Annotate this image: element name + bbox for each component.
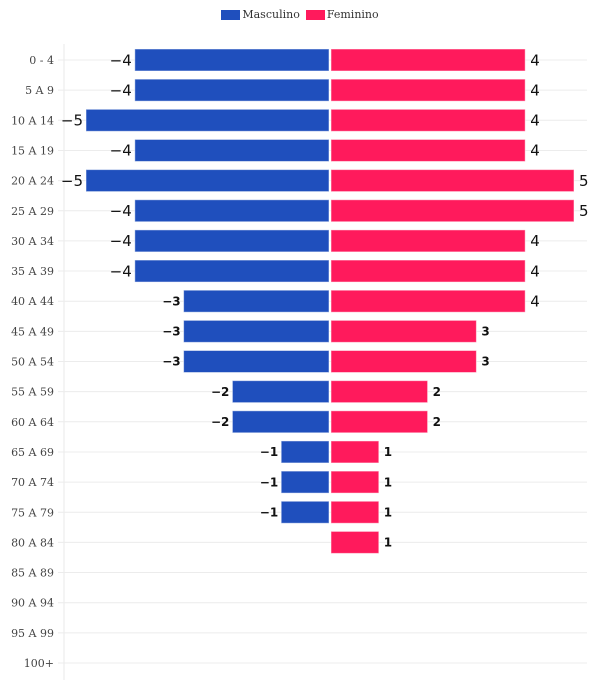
y-tick-label: 75 A 79 (11, 506, 54, 519)
data-label-feminino: 4 (530, 262, 540, 280)
bar-feminino (330, 380, 429, 404)
y-tick-label: 95 A 99 (11, 627, 54, 640)
data-label-feminino: 5 (579, 172, 589, 190)
y-tick-label: 45 A 49 (11, 325, 54, 338)
bar-feminino (330, 199, 575, 223)
bar-masculino (183, 319, 330, 343)
bar-masculino (134, 138, 330, 162)
y-tick-label: 85 A 89 (11, 567, 54, 580)
bar-feminino (330, 319, 477, 343)
y-tick-label: 15 A 19 (11, 144, 54, 157)
data-label-masculino: −3 (162, 325, 180, 339)
legend-item-masculino[interactable]: Masculino (221, 8, 300, 21)
y-tick-label: 65 A 69 (11, 446, 54, 459)
bar-feminino (330, 138, 526, 162)
bar-masculino (231, 380, 330, 404)
bar-feminino (330, 350, 477, 373)
bar-feminino (330, 229, 526, 253)
data-label-feminino: 2 (433, 415, 441, 429)
y-tick-label: 20 A 24 (11, 175, 54, 188)
data-label-feminino: 4 (530, 142, 540, 160)
bar-masculino (134, 199, 330, 223)
data-label-feminino: 3 (481, 355, 489, 369)
data-label-feminino: 4 (530, 51, 540, 69)
y-tick-label: 5 A 9 (25, 84, 54, 97)
data-label-masculino: −4 (110, 262, 132, 280)
y-tick-label: 30 A 34 (11, 235, 54, 248)
data-label-masculino: −4 (110, 81, 132, 99)
bar-masculino (134, 259, 330, 283)
bar-feminino (330, 78, 526, 102)
data-label-feminino: 1 (384, 445, 392, 459)
data-label-masculino: −4 (110, 202, 132, 220)
data-label-feminino: 5 (579, 202, 589, 220)
y-tick-label: 50 A 54 (11, 356, 54, 369)
bar-feminino (330, 48, 526, 72)
bar-masculino (134, 48, 330, 72)
data-label-feminino: 4 (530, 81, 540, 99)
y-tick-label: 40 A 44 (11, 295, 54, 308)
bar-feminino (330, 440, 380, 464)
bar-feminino (330, 108, 526, 132)
data-label-masculino: −1 (260, 505, 278, 519)
data-label-masculino: −3 (162, 355, 180, 369)
data-label-feminino: 2 (433, 385, 441, 399)
legend-label: Feminino (326, 8, 379, 21)
data-label-masculino: −2 (211, 415, 229, 429)
data-label-masculino: −3 (162, 294, 180, 308)
bar-masculino (134, 229, 330, 253)
legend-item-feminino[interactable]: Feminino (305, 8, 379, 21)
bar-masculino (183, 350, 330, 373)
bar-masculino (280, 500, 330, 524)
y-tick-label: 55 A 59 (11, 386, 54, 399)
bar-feminino (330, 530, 380, 554)
y-tick-label: 70 A 74 (11, 476, 54, 489)
y-tick-label: 25 A 29 (11, 205, 54, 218)
data-label-masculino: −4 (110, 142, 132, 160)
bar-masculino (85, 108, 330, 132)
legend-swatch (305, 9, 325, 20)
data-label-feminino: 4 (530, 232, 540, 250)
data-label-feminino: 4 (530, 112, 540, 130)
data-label-masculino: −1 (260, 475, 278, 489)
bar-feminino (330, 500, 380, 524)
legend-swatch (221, 9, 241, 20)
bar-masculino (280, 440, 330, 464)
bar-masculino (183, 289, 330, 313)
y-tick-label: 100+ (24, 657, 54, 670)
data-label-feminino: 1 (384, 505, 392, 519)
data-label-feminino: 3 (481, 325, 489, 339)
bar-masculino (85, 169, 330, 193)
y-tick-label: 0 - 4 (29, 54, 54, 67)
bar-masculino (231, 410, 330, 434)
data-label-masculino: −2 (211, 385, 229, 399)
y-tick-label: 60 A 64 (11, 416, 54, 429)
bar-feminino (330, 169, 575, 193)
data-label-masculino: −4 (110, 232, 132, 250)
bar-feminino (330, 470, 380, 494)
data-label-feminino: 1 (384, 536, 392, 550)
bar-masculino (134, 78, 330, 102)
bar-feminino (330, 410, 429, 434)
bar-masculino (280, 470, 330, 494)
data-label-masculino: −4 (110, 51, 132, 69)
legend-label: Masculino (242, 8, 300, 21)
legend: Masculino Feminino (0, 8, 600, 21)
data-label-feminino: 4 (530, 292, 540, 310)
y-tick-label: 35 A 39 (11, 265, 54, 278)
data-label-masculino: −5 (61, 172, 83, 190)
y-tick-label: 90 A 94 (11, 597, 54, 610)
bar-feminino (330, 259, 526, 283)
data-label-feminino: 1 (384, 475, 392, 489)
bar-feminino (330, 289, 526, 313)
y-tick-label: 10 A 14 (11, 114, 54, 127)
data-label-masculino: −1 (260, 445, 278, 459)
data-label-masculino: −5 (61, 112, 83, 130)
y-tick-label: 80 A 84 (11, 536, 54, 549)
